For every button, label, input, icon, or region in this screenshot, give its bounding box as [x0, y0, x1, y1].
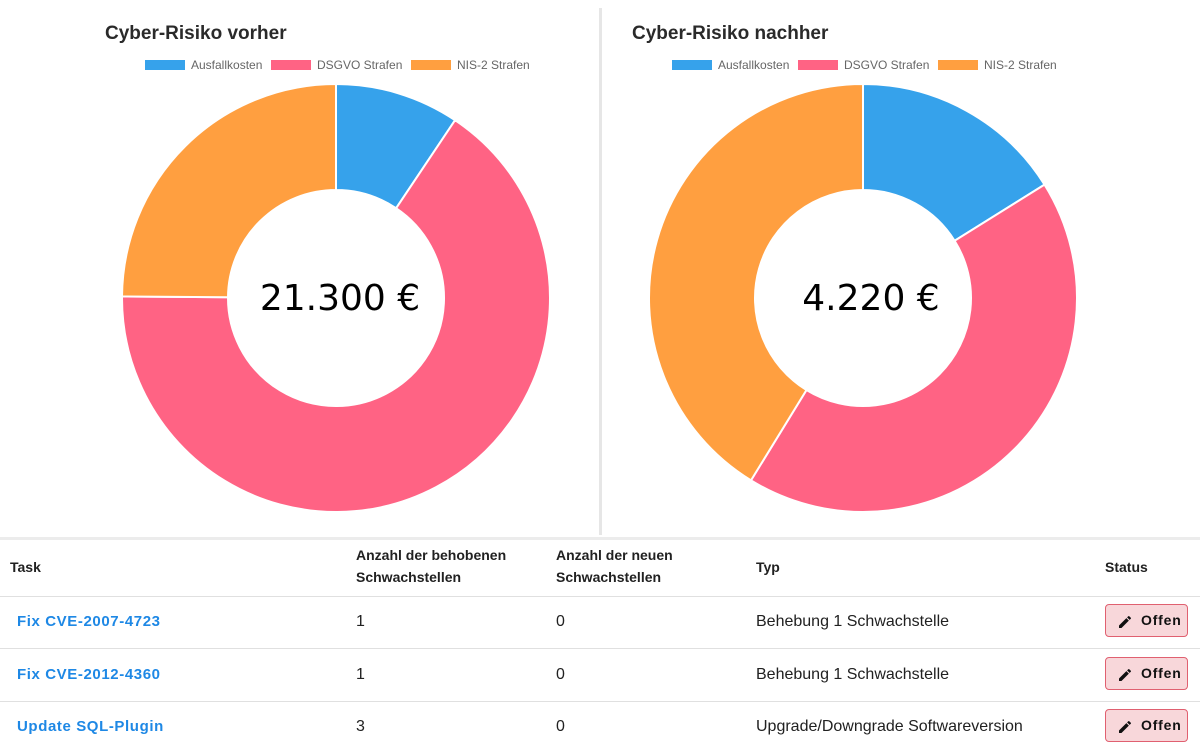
legend-after: Ausfallkosten DSGVO Strafen NIS-2 Strafe…	[672, 58, 1072, 72]
header-new-line2[interactable]: Schwachstellen	[556, 569, 662, 585]
status-label: Offen	[1141, 665, 1182, 681]
donut-chart-before: 21.300 €	[120, 82, 552, 514]
new-count: 0	[556, 666, 565, 683]
pencil-icon	[1119, 720, 1132, 733]
task-link[interactable]: Fix CVE-2007-4723	[17, 613, 161, 630]
legend-swatch	[938, 60, 978, 70]
pencil-icon	[1119, 668, 1132, 681]
donut-center-value-before: 21.300 €	[260, 278, 420, 319]
header-status[interactable]: Status	[1105, 559, 1148, 575]
legend-swatch	[271, 60, 311, 70]
chart-panel-before: Cyber-Risiko vorher Ausfallkosten DSGVO …	[0, 0, 599, 537]
fixed-count: 3	[356, 718, 365, 735]
legend-label: DSGVO Strafen	[844, 58, 930, 72]
slice-ausfallkosten[interactable]	[862, 82, 1046, 243]
donut-svg-before: 21.300 €	[120, 82, 551, 513]
status-open-button[interactable]: Offen	[1105, 709, 1188, 742]
slice-dsgvo[interactable]	[749, 183, 1078, 513]
status-open-button[interactable]: Offen	[1105, 604, 1188, 637]
legend-swatch	[798, 60, 838, 70]
task-type: Behebung 1 Schwachstelle	[756, 613, 950, 630]
task-type: Behebung 1 Schwachstelle	[756, 666, 950, 683]
charts-area: Cyber-Risiko vorher Ausfallkosten DSGVO …	[0, 0, 1200, 537]
legend-label: NIS-2 Strafen	[457, 58, 530, 72]
chart-panel-after: Cyber-Risiko nachher Ausfallkosten DSGVO…	[602, 0, 1200, 537]
status-label: Offen	[1141, 612, 1182, 628]
donut-center-value-after: 4.220 €	[802, 278, 939, 319]
header-type[interactable]: Typ	[756, 559, 780, 575]
slice-dsgvo[interactable]	[121, 118, 551, 513]
new-count: 0	[556, 613, 565, 630]
donut-svg-after: 4.220 €	[648, 82, 1078, 513]
task-link[interactable]: Fix CVE-2012-4360	[17, 666, 161, 683]
table-row: Update SQL-Plugin 3 0 Upgrade/Downgrade …	[0, 701, 1200, 753]
status-open-button[interactable]: Offen	[1105, 657, 1188, 690]
header-fixed-line1[interactable]: Anzahl der behobenen	[356, 547, 507, 563]
legend-label: Ausfallkosten	[191, 58, 263, 72]
fixed-count: 1	[356, 613, 365, 630]
legend-label: NIS-2 Strafen	[984, 58, 1057, 72]
slice-nis2[interactable]	[120, 82, 337, 299]
header-fixed-line2[interactable]: Schwachstellen	[356, 569, 462, 585]
table-header: Task Anzahl der behobenen Schwachstellen…	[0, 540, 1200, 597]
task-link[interactable]: Update SQL-Plugin	[17, 718, 164, 735]
legend-label: Ausfallkosten	[718, 58, 790, 72]
slice-nis2[interactable]	[648, 82, 864, 482]
legend-swatch	[145, 60, 185, 70]
header-task[interactable]: Task	[10, 559, 41, 575]
pencil-icon	[1119, 615, 1132, 628]
chart-title-before: Cyber-Risiko vorher	[105, 23, 287, 44]
legend-before: Ausfallkosten DSGVO Strafen NIS-2 Strafe…	[145, 58, 545, 72]
tasks-table: Task Anzahl der behobenen Schwachstellen…	[0, 540, 1200, 750]
new-count: 0	[556, 718, 565, 735]
task-type: Upgrade/Downgrade Softwareversion	[756, 718, 1023, 735]
vertical-divider	[599, 8, 602, 535]
table-row: Fix CVE-2012-4360 1 0 Behebung 1 Schwach…	[0, 649, 1200, 702]
horizontal-divider	[0, 537, 1200, 540]
legend-swatch	[672, 60, 712, 70]
legend-swatch	[411, 60, 451, 70]
table-row: Fix CVE-2007-4723 1 0 Behebung 1 Schwach…	[0, 596, 1200, 649]
fixed-count: 1	[356, 666, 365, 683]
status-label: Offen	[1141, 717, 1182, 733]
donut-chart-after: 4.220 €	[647, 82, 1079, 514]
header-new-line1[interactable]: Anzahl der neuen	[556, 547, 673, 563]
chart-title-after: Cyber-Risiko nachher	[632, 23, 829, 44]
legend-label: DSGVO Strafen	[317, 58, 403, 72]
